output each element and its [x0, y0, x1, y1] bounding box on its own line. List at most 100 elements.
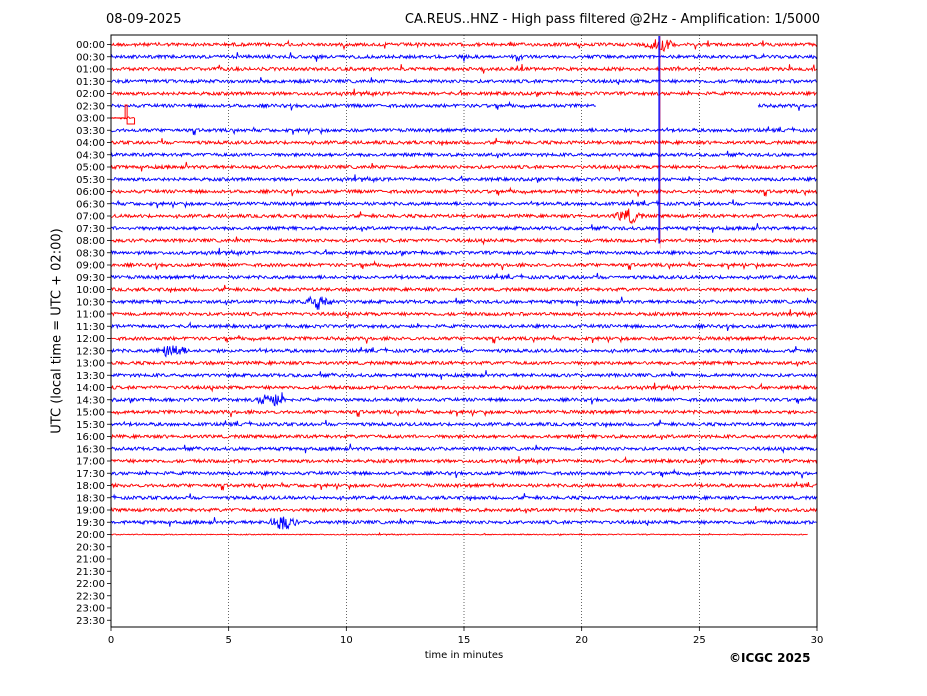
y-tick-label: 20:30	[76, 542, 105, 553]
y-tick-label: 11:00	[76, 310, 105, 321]
trace-08:00	[110, 236, 818, 246]
y-tick-label: 18:00	[76, 481, 105, 492]
y-tick-label: 23:00	[76, 604, 105, 615]
trace-07:30	[110, 223, 818, 233]
x-axis-label: time in minutes	[424, 650, 504, 661]
y-tick-label: 12:30	[76, 346, 105, 357]
y-tick-label: 05:00	[76, 163, 105, 174]
y-tick-label: 08:30	[76, 248, 105, 259]
y-tick-label: 07:30	[76, 224, 105, 235]
trace-09:00	[111, 259, 818, 271]
trace-17:30	[110, 468, 818, 479]
trace-14:30	[110, 392, 818, 407]
y-tick-label: 11:30	[76, 322, 105, 333]
y-tick-label: 04:00	[76, 138, 105, 149]
trace-19:00	[110, 505, 818, 514]
trace-17:00	[110, 455, 818, 466]
chart-date: 08-09-2025	[106, 12, 182, 27]
trace-11:00	[110, 309, 818, 320]
y-tick-label: 14:00	[76, 383, 105, 394]
y-tick-label: 22:00	[76, 579, 105, 590]
trace-12:30	[110, 345, 818, 358]
trace-11:30	[110, 321, 818, 332]
y-tick-label: 16:30	[76, 444, 105, 455]
x-tick-label: 25	[693, 635, 706, 646]
trace-05:30	[110, 174, 818, 184]
plot-frame	[110, 34, 818, 628]
trace-10:00	[110, 284, 818, 293]
y-tick-label: 09:30	[76, 273, 105, 284]
trace-04:30	[110, 150, 818, 159]
trace-15:00	[110, 408, 818, 418]
trace-08:30	[110, 247, 818, 257]
y-tick-label: 17:30	[76, 469, 105, 480]
trace-15:30	[110, 419, 818, 428]
x-tick-label: 30	[811, 635, 824, 646]
trace-18:00	[110, 481, 818, 491]
y-tick-label: 15:00	[76, 408, 105, 419]
y-tick-label: 15:30	[76, 420, 105, 431]
trace-06:30	[110, 199, 818, 209]
trace-16:30	[110, 443, 818, 454]
y-tick-label: 21:30	[76, 567, 105, 578]
trace-05:00	[110, 161, 818, 173]
trace-18:30	[110, 493, 818, 502]
y-tick-label: 03:00	[76, 114, 105, 125]
y-tick-label: 08:00	[76, 236, 105, 247]
trace-07:00	[110, 208, 818, 225]
x-tick-label: 0	[108, 635, 114, 646]
trace-20:00	[110, 531, 808, 537]
y-tick-label: 18:30	[76, 493, 105, 504]
y-tick-label: 06:00	[76, 187, 105, 198]
trace-19:30	[110, 516, 818, 530]
y-tick-label: 14:30	[76, 395, 105, 406]
y-tick-label: 02:30	[76, 101, 105, 112]
y-tick-label: 10:00	[76, 285, 105, 296]
y-tick-label: 16:00	[76, 432, 105, 443]
trace-13:00	[110, 359, 818, 367]
trace-00:00	[110, 39, 818, 53]
trace-01:00	[110, 64, 818, 74]
y-tick-label: 01:30	[76, 77, 105, 88]
y-tick-label: 22:30	[76, 591, 105, 602]
y-tick-label: 10:30	[76, 297, 105, 308]
y-tick-label: 00:30	[76, 52, 105, 63]
y-tick-label: 23:30	[76, 616, 105, 627]
step-offset-mark	[111, 104, 136, 125]
trace-14:00	[110, 382, 818, 393]
x-tick-label: 20	[575, 635, 588, 646]
y-tick-label: 06:30	[76, 199, 105, 210]
trace-06:00	[110, 186, 818, 197]
trace-01:30	[110, 77, 818, 85]
trace-03:00	[111, 117, 817, 119]
trace-04:00	[110, 137, 818, 146]
y-tick-label: 07:00	[76, 212, 105, 223]
y-tick-label: 04:30	[76, 150, 105, 161]
y-tick-label: 02:00	[76, 89, 105, 100]
trace-12:00	[110, 334, 818, 344]
trace-09:30	[110, 272, 818, 281]
y-tick-label: 01:00	[76, 65, 105, 76]
trace-03:30	[110, 126, 818, 136]
y-tick-label: 09:00	[76, 261, 105, 272]
y-tick-label: 20:00	[76, 530, 105, 541]
chart-title: CA.REUS..HNZ - High pass filtered @2Hz -…	[404, 12, 820, 27]
x-tick-label: 5	[225, 635, 231, 646]
y-tick-label: 13:00	[76, 359, 105, 370]
y-tick-label: 19:00	[76, 506, 105, 517]
y-tick-label: 03:30	[76, 126, 105, 137]
y-axis-label: UTC (local time = UTC + 02:00)	[49, 228, 65, 434]
trace-13:30	[110, 370, 818, 380]
y-tick-label: 21:00	[76, 555, 105, 566]
trace-02:00	[110, 88, 818, 98]
x-tick-label: 10	[340, 635, 353, 646]
y-tick-label: 19:30	[76, 518, 105, 529]
y-tick-label: 17:00	[76, 457, 105, 468]
trace-02:30	[110, 100, 818, 111]
y-tick-label: 13:30	[76, 371, 105, 382]
trace-00:30	[110, 52, 818, 62]
y-tick-label: 05:30	[76, 175, 105, 186]
y-tick-label: 00:00	[76, 40, 105, 51]
trace-10:30	[110, 295, 818, 310]
